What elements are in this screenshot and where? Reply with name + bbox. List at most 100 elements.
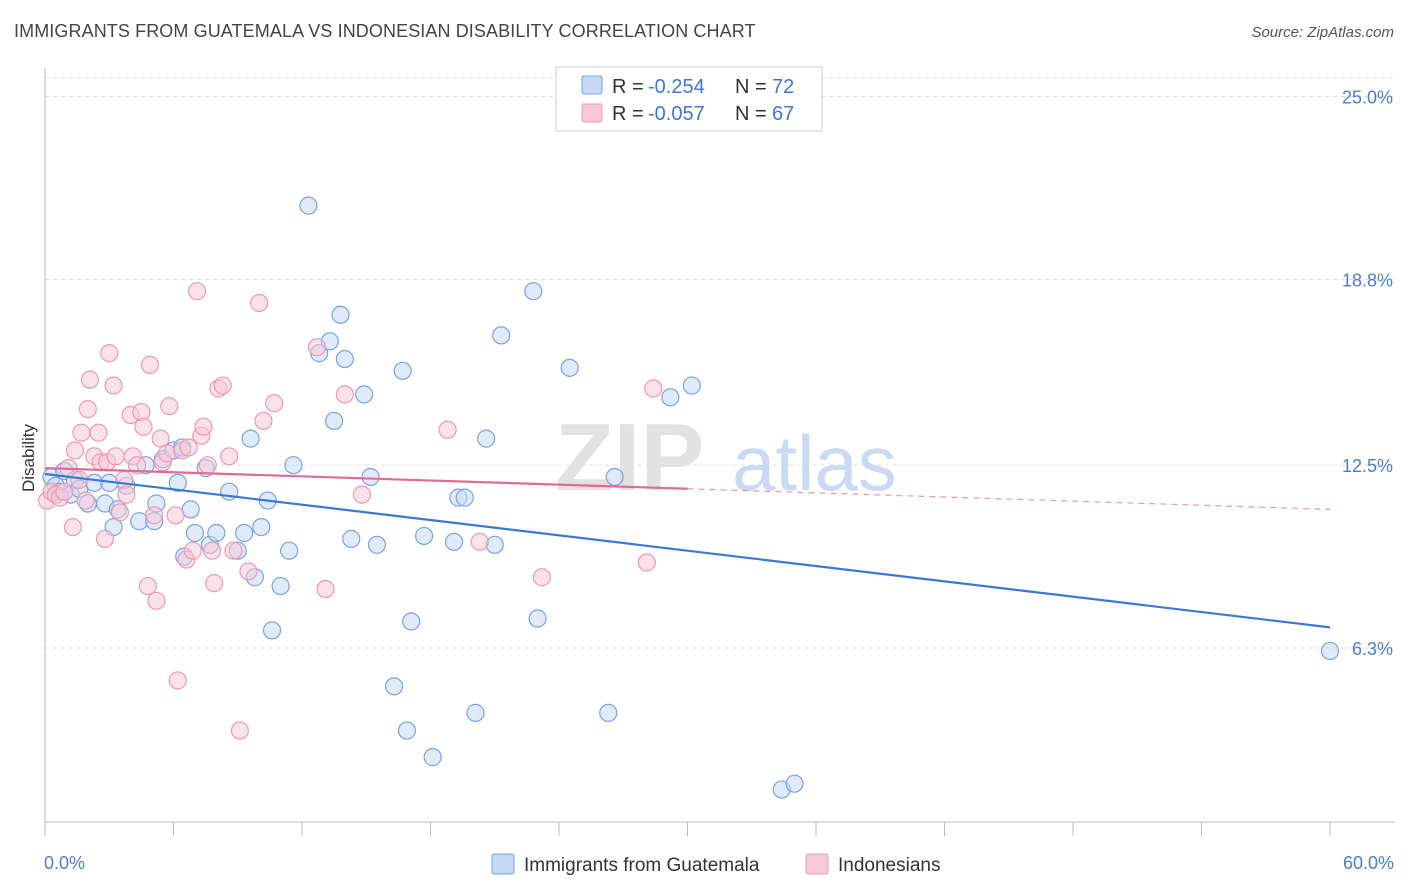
indonesians-point-28 xyxy=(134,417,153,436)
legend-n-label-1: N = xyxy=(735,103,767,125)
x-tick-labels: 0.0% 60.0% xyxy=(44,853,1394,873)
guatemala-point-59 xyxy=(492,326,511,345)
indonesians-point-62 xyxy=(438,420,457,439)
indonesians-point-30 xyxy=(140,355,160,375)
indonesians-point-64 xyxy=(532,568,551,587)
indonesians-point-26 xyxy=(127,456,147,475)
indonesians-point-58 xyxy=(307,338,327,357)
watermark-zip: ZIP xyxy=(555,404,704,511)
trend-line-0 xyxy=(44,472,1331,629)
y-tick-label-3: 25.0% xyxy=(1342,88,1393,108)
trend-line-extension-1 xyxy=(687,488,1331,511)
legend-r-value-1: -0.057 xyxy=(648,103,705,125)
y-tick-label-1: 12.5% xyxy=(1342,456,1393,476)
indonesians-point-20 xyxy=(106,447,125,466)
guatemala-point-60 xyxy=(524,282,543,301)
indonesians-point-18 xyxy=(100,344,119,363)
legend-n-value-1: 67 xyxy=(772,103,794,125)
guatemala-point-42 xyxy=(335,349,354,369)
trend-lines xyxy=(44,467,1331,629)
indonesians-point-29 xyxy=(138,576,157,596)
trend-line-1 xyxy=(44,467,688,490)
legend-n-value-0: 72 xyxy=(772,76,794,98)
guatemala-point-68 xyxy=(785,774,804,793)
indonesians-point-14 xyxy=(89,423,108,442)
indonesians-point-63 xyxy=(470,532,489,551)
guatemala-point-47 xyxy=(384,677,404,696)
guatemala-point-66 xyxy=(682,376,701,395)
guatemala-point-48 xyxy=(393,361,412,380)
legend-n-label-0: N = xyxy=(735,76,767,98)
legend-box: R = -0.254 N = 72 R = -0.057 N = 67 xyxy=(555,66,823,132)
guatemala-point-35 xyxy=(280,541,299,560)
bottom-legend-swatch-guatemala xyxy=(491,853,515,875)
indonesians-point-46 xyxy=(198,456,217,475)
guatemala-point-34 xyxy=(271,576,290,596)
indonesians-point-35 xyxy=(157,444,177,463)
source-label: Source: ZipAtlas.com xyxy=(1251,24,1394,41)
guatemala-point-44 xyxy=(355,385,374,404)
y-axis-label: Disability xyxy=(19,423,38,492)
guatemala-point-37 xyxy=(299,196,318,215)
indonesians-point-65 xyxy=(637,553,656,572)
guatemala-point-62 xyxy=(560,358,579,377)
bottom-legend-swatch-indonesians xyxy=(805,853,829,875)
indonesians-point-60 xyxy=(335,385,354,404)
guatemala-point-50 xyxy=(402,612,421,631)
x-tick-label-0: 0.0% xyxy=(44,853,85,873)
guatemala-point-65 xyxy=(661,388,680,407)
legend-swatch-guatemala xyxy=(581,75,603,95)
guatemala-point-63 xyxy=(599,703,618,722)
indonesians-point-4 xyxy=(55,482,74,501)
bottom-legend: Immigrants from Guatemala Indonesians xyxy=(491,853,940,876)
guatemala-point-22 xyxy=(185,523,205,543)
indonesians-point-31 xyxy=(145,506,164,525)
indonesians-point-23 xyxy=(117,485,136,504)
indonesians-point-45 xyxy=(194,417,213,436)
guatemala-point-51 xyxy=(414,526,434,546)
guatemala-point-58 xyxy=(485,535,504,554)
guatemala-point-55 xyxy=(455,488,474,507)
indonesians-point-41 xyxy=(179,438,198,457)
guatemala-point-57 xyxy=(477,429,496,448)
guatemala-point-61 xyxy=(528,609,547,628)
indonesians-point-11 xyxy=(78,400,97,419)
indonesians-point-57 xyxy=(265,394,284,413)
chart-title: IMMIGRANTS FROM GUATEMALA VS INDONESIAN … xyxy=(14,21,756,41)
legend-r-value-0: -0.254 xyxy=(648,76,705,98)
indonesians-point-52 xyxy=(224,541,243,560)
indonesians-point-9 xyxy=(72,423,91,442)
indonesians-point-38 xyxy=(168,671,187,690)
bottom-legend-label-indonesians: Indonesians xyxy=(838,855,940,876)
indonesians-point-7 xyxy=(65,441,85,460)
guatemala-point-43 xyxy=(342,529,361,548)
indonesians-point-12 xyxy=(80,370,100,389)
guatemala-point-25 xyxy=(207,523,226,543)
guatemala-point-41 xyxy=(331,305,350,324)
indonesians-point-6 xyxy=(63,517,82,537)
indonesians-point-56 xyxy=(254,411,273,431)
indonesians-point-10 xyxy=(76,491,95,510)
indonesians-point-59 xyxy=(316,579,335,599)
indonesians-point-66 xyxy=(644,379,663,398)
indonesians-point-42 xyxy=(183,541,202,560)
indonesians-point-48 xyxy=(205,574,224,593)
guatemala-point-52 xyxy=(423,748,442,767)
indonesians-point-47 xyxy=(202,541,222,560)
indonesians-point-54 xyxy=(239,562,258,581)
indonesians-point-21 xyxy=(110,503,130,522)
y-tick-label-2: 18.8% xyxy=(1342,270,1393,290)
indonesians-point-32 xyxy=(147,591,166,610)
guatemala-point-33 xyxy=(262,621,282,640)
y-tick-label-0: 6.3% xyxy=(1352,639,1393,659)
guatemala-point-28 xyxy=(235,523,254,543)
indonesians-point-61 xyxy=(352,485,372,504)
indonesians-point-51 xyxy=(220,447,239,466)
guatemala-point-31 xyxy=(252,517,271,537)
guatemala-point-40 xyxy=(325,411,344,431)
guatemala-point-45 xyxy=(361,467,380,487)
guatemala-point-53 xyxy=(444,532,464,551)
indonesians-point-37 xyxy=(166,506,185,525)
indonesians-point-16 xyxy=(95,529,115,548)
